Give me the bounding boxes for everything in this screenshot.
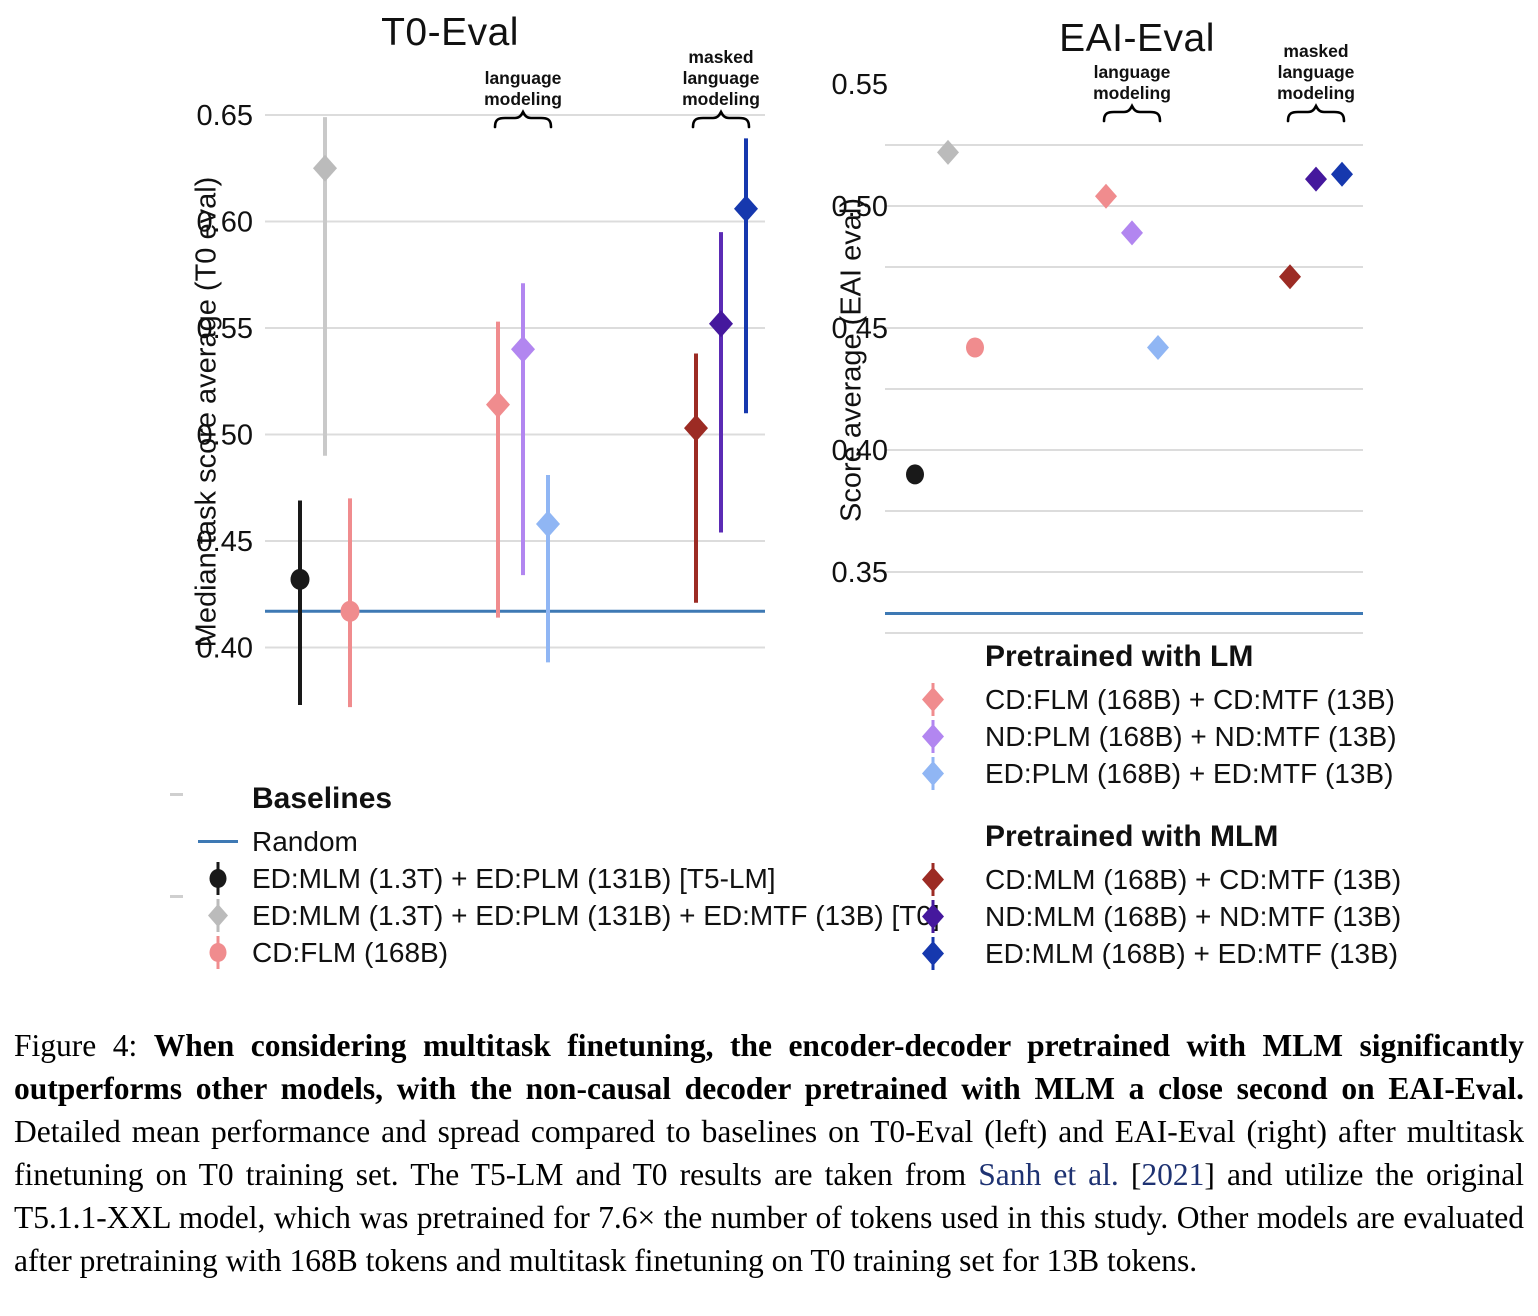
- data-point-circle: [340, 600, 360, 622]
- legend-item: CD:FLM (168B) + CD:MTF (13B): [915, 681, 1397, 718]
- errorbar-diamond-icon: [922, 683, 944, 716]
- random-line-swatch: [198, 840, 238, 843]
- data-point-diamond: [734, 195, 758, 223]
- ytick-label: 0.40: [832, 435, 888, 467]
- eai-eval-title: EAI-Eval: [1059, 17, 1215, 60]
- annotation-brace-icon: [1102, 103, 1162, 123]
- annotation-text: modeling: [1277, 83, 1355, 103]
- data-point-diamond: [937, 139, 959, 165]
- legend-baselines-heading: Baselines: [252, 782, 393, 815]
- errorbar-diamond-icon: [922, 900, 944, 933]
- caption-body: Detailed mean performance and spread com…: [14, 1114, 1524, 1192]
- ytick-label: 0.45: [197, 526, 253, 558]
- legend-mlm-heading: Pretrained with MLM: [985, 820, 1279, 853]
- legend-item-label: ED:MLM (1.3T) + ED:PLM (131B) [T5-LM]: [252, 862, 776, 894]
- data-point-diamond: [486, 391, 510, 419]
- ytick-label: 0.60: [197, 207, 253, 239]
- data-point-diamond: [1331, 161, 1353, 187]
- ytick-label: 0.55: [197, 313, 253, 345]
- data-point-circle: [290, 568, 310, 590]
- annotation-text: language: [485, 68, 562, 88]
- annotation-text: language: [1094, 62, 1171, 82]
- citation-link-year[interactable]: 2021: [1141, 1157, 1205, 1192]
- legend-item-cdflm: CD:FLM (168B): [196, 934, 940, 971]
- data-point-circle: [906, 464, 924, 485]
- legend-item: ND:PLM (168B) + ND:MTF (13B): [915, 718, 1397, 755]
- data-point-diamond: [709, 310, 733, 338]
- errorbar-diamond-icon: [922, 863, 944, 896]
- legend-lm-heading: Pretrained with LM: [985, 640, 1254, 673]
- errorbar-circle-icon: [209, 936, 227, 969]
- annotation-text: masked: [1283, 41, 1348, 61]
- legend-item-label: CD:MLM (168B) + CD:MTF (13B): [985, 863, 1402, 895]
- caption-body: and utilize the original T5.1.1-XXL mode…: [14, 1157, 1524, 1278]
- ytick-label: 0.55: [832, 69, 888, 101]
- ytick-label: 0.65: [197, 100, 253, 132]
- legend-item-label: ED:MLM (168B) + ED:MTF (13B): [985, 937, 1399, 969]
- data-point-diamond: [1279, 264, 1301, 290]
- legend-pretrained-with-lm: Pretrained with LM CD:FLM (168B) + CD:MT…: [915, 640, 1397, 792]
- data-point-circle: [966, 337, 984, 358]
- caption-bold-summary: When considering multitask finetuning, t…: [14, 1028, 1525, 1106]
- annotation-text: modeling: [682, 89, 760, 109]
- annotation-text: modeling: [484, 89, 562, 109]
- legend-item-t5-lm: ED:MLM (1.3T) + ED:PLM (131B) [T5-LM]: [196, 860, 940, 897]
- ytick-label: 0.50: [832, 191, 888, 223]
- t0-eval-chart: 0.650.600.550.500.450.40languagemodeling…: [197, 47, 765, 708]
- t0-eval-title: T0-Eval: [381, 11, 519, 54]
- annotation-text: modeling: [1093, 83, 1171, 103]
- eai-eval-chart: 0.550.500.450.400.35languagemodelingmask…: [832, 41, 1363, 634]
- annotation-text: masked: [688, 47, 753, 67]
- annotation-brace-icon: [1286, 103, 1346, 123]
- ytick-label: 0.40: [197, 633, 253, 665]
- legend-item-label: ND:MLM (168B) + ND:MTF (13B): [985, 900, 1402, 932]
- legend-item-label: ND:PLM (168B) + ND:MTF (13B): [985, 720, 1397, 752]
- legend-item: ED:PLM (168B) + ED:MTF (13B): [915, 755, 1397, 792]
- legend-item-t0: ED:MLM (1.3T) + ED:PLM (131B) + ED:MTF (…: [196, 897, 940, 934]
- plots-canvas: 0.650.600.550.500.450.40languagemodeling…: [197, 41, 1363, 708]
- annotation-brace-icon: [493, 109, 553, 129]
- legend-item-label: ED:MLM (1.3T) + ED:PLM (131B) + ED:MTF (…: [252, 899, 940, 931]
- caption-bracket: ]: [1204, 1157, 1215, 1192]
- caption-figure-number: Figure 4:: [14, 1028, 154, 1063]
- ytick-label: 0.35: [832, 557, 888, 589]
- legend-item-random: Random: [196, 823, 940, 860]
- annotation-text: language: [1278, 62, 1355, 82]
- caption-bracket: [: [1118, 1157, 1142, 1192]
- annotation-brace-icon: [691, 109, 751, 129]
- data-point-diamond: [1095, 183, 1117, 209]
- errorbar-diamond-icon: [208, 899, 228, 932]
- legend-item: ND:MLM (168B) + ND:MTF (13B): [915, 898, 1401, 935]
- legend-item-label: ED:PLM (168B) + ED:MTF (13B): [985, 757, 1394, 789]
- axis-tick-artifact: [170, 895, 183, 898]
- errorbar-circle-icon: [209, 862, 227, 895]
- ytick-label: 0.50: [197, 420, 253, 452]
- data-point-diamond: [511, 335, 535, 363]
- legend-baselines: Baselines Random ED:MLM (1.3T) + ED:PLM …: [196, 782, 940, 971]
- axis-tick-artifact: [170, 793, 183, 796]
- data-point-diamond: [684, 414, 708, 442]
- legend-pretrained-with-mlm: Pretrained with MLM CD:MLM (168B) + CD:M…: [915, 820, 1401, 972]
- legend-item: CD:MLM (168B) + CD:MTF (13B): [915, 861, 1401, 898]
- data-point-diamond: [1147, 335, 1169, 361]
- errorbar-diamond-icon: [922, 937, 944, 970]
- legend-item-label: CD:FLM (168B) + CD:MTF (13B): [985, 683, 1395, 715]
- eai-yaxis-label: Score average (EAI eval): [835, 198, 868, 522]
- legend-item: ED:MLM (168B) + ED:MTF (13B): [915, 935, 1401, 972]
- data-point-diamond: [1121, 220, 1143, 246]
- t0-yaxis-label: Median task score average (T0 eval): [190, 176, 223, 648]
- errorbar-diamond-icon: [922, 720, 944, 753]
- data-point-diamond: [313, 154, 337, 182]
- ytick-label: 0.45: [832, 313, 888, 345]
- citation-link-author[interactable]: Sanh et al.: [978, 1157, 1119, 1192]
- legend-item-label: CD:FLM (168B): [252, 936, 449, 968]
- annotation-text: language: [683, 68, 760, 88]
- legend-item-label: Random: [252, 825, 358, 857]
- data-point-diamond: [1305, 166, 1327, 192]
- figure-caption: Figure 4: When considering multitask fin…: [14, 1024, 1524, 1282]
- data-point-diamond: [536, 510, 560, 538]
- errorbar-diamond-icon: [922, 757, 944, 790]
